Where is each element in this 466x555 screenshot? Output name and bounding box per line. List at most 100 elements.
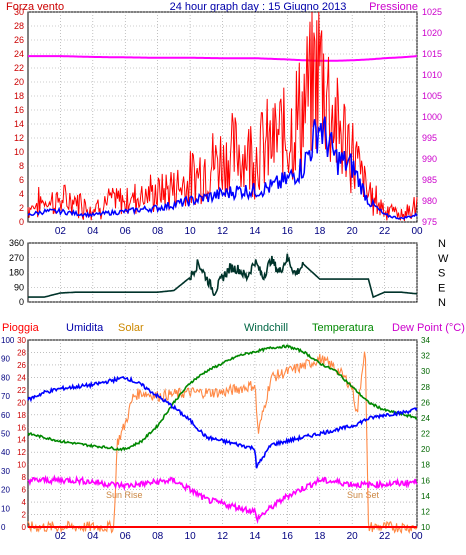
wind-ytick-4: 4 xyxy=(19,189,24,199)
wind-xtick-00: 00 xyxy=(411,226,423,237)
temperature-ytick-12: 12 xyxy=(421,507,430,516)
compass-label-4: N xyxy=(438,297,446,309)
humidity-ytick-22: 22 xyxy=(17,386,26,395)
rain-ytick-70: 70 xyxy=(1,392,10,401)
wind-ytick-22: 22 xyxy=(14,63,24,73)
wind-ytick-6: 6 xyxy=(19,175,24,185)
dewpoint-line xyxy=(27,474,418,525)
temperature-ytick-34: 34 xyxy=(421,336,430,345)
humidity-ytick-0: 0 xyxy=(22,523,27,532)
temperature-ytick-16: 16 xyxy=(421,476,430,485)
humidity-ytick-28: 28 xyxy=(17,348,26,357)
pressure-ytick-1025: 1025 xyxy=(422,7,442,17)
wind-ytick-12: 12 xyxy=(14,133,24,143)
humidity-ytick-14: 14 xyxy=(17,436,26,445)
humidity-ytick-8: 8 xyxy=(22,473,27,482)
wind-ytick-2: 2 xyxy=(19,203,24,213)
wind-ytick-18: 18 xyxy=(14,91,24,101)
rain-ytick-60: 60 xyxy=(1,411,10,420)
wind-xtick-02: 02 xyxy=(55,226,67,237)
humidity-ytick-20: 20 xyxy=(17,398,26,407)
label-dewpoint: Dew Point (°C) xyxy=(392,322,465,334)
top-left-axis-label: Forza vento xyxy=(6,1,64,13)
humidity-ytick-30: 30 xyxy=(17,336,26,345)
rain-ytick-100: 100 xyxy=(1,336,15,345)
climate-xtick-10: 10 xyxy=(185,531,197,542)
rain-ytick-20: 20 xyxy=(1,486,10,495)
wind-ytick-26: 26 xyxy=(14,35,24,45)
climate-xtick-06: 06 xyxy=(120,531,132,542)
rain-ytick-30: 30 xyxy=(1,467,10,476)
humidity-ytick-10: 10 xyxy=(17,461,26,470)
wind-xtick-22: 22 xyxy=(379,226,391,237)
label-windchill: Windchill xyxy=(244,322,288,334)
temperature-ytick-30: 30 xyxy=(421,367,430,376)
wind-xtick-06: 06 xyxy=(120,226,132,237)
wind-xtick-16: 16 xyxy=(282,226,294,237)
direction-ytick-0: 0 xyxy=(19,297,24,307)
solar-line xyxy=(27,351,418,535)
climate-xtick-14: 14 xyxy=(249,531,261,542)
temperature-ytick-32: 32 xyxy=(421,352,430,361)
temperature-line xyxy=(27,344,418,452)
rain-ytick-50: 50 xyxy=(1,430,10,439)
rain-ytick-90: 90 xyxy=(1,355,10,364)
wind-xtick-14: 14 xyxy=(249,226,261,237)
rain-ytick-80: 80 xyxy=(1,373,10,382)
climate-xtick-04: 04 xyxy=(87,531,99,542)
compass-label-2: S xyxy=(438,268,445,280)
wind-ytick-0: 0 xyxy=(19,217,24,227)
label-humidity: Umidita xyxy=(66,322,104,334)
compass-label-0: N xyxy=(438,238,446,250)
pressure-ytick-975: 975 xyxy=(422,217,437,227)
pressure-ytick-995: 995 xyxy=(422,133,437,143)
climate-xtick-16: 16 xyxy=(282,531,294,542)
pressure-ytick-990: 990 xyxy=(422,154,437,164)
temperature-ytick-14: 14 xyxy=(421,492,430,501)
humidity-ytick-18: 18 xyxy=(17,411,26,420)
direction-ytick-270: 270 xyxy=(9,253,24,263)
temperature-ytick-20: 20 xyxy=(421,445,430,454)
pressure-ytick-1000: 1000 xyxy=(422,112,442,122)
wind-xtick-04: 04 xyxy=(87,226,99,237)
pressure-ytick-1010: 1010 xyxy=(422,70,442,80)
wind-ytick-16: 16 xyxy=(14,105,24,115)
climate-xtick-02: 02 xyxy=(55,531,67,542)
wind-ytick-30: 30 xyxy=(14,7,24,17)
label-solar: Solar xyxy=(118,322,144,334)
humidity-ytick-2: 2 xyxy=(22,511,27,520)
wind-direction-line xyxy=(28,253,418,299)
humidity-ytick-24: 24 xyxy=(17,373,26,382)
wind-xtick-08: 08 xyxy=(152,226,164,237)
wind-xtick-20: 20 xyxy=(347,226,359,237)
wind-line xyxy=(27,116,418,220)
compass-label-1: W xyxy=(438,253,449,265)
pressure-ytick-985: 985 xyxy=(422,175,437,185)
temperature-ytick-28: 28 xyxy=(421,383,430,392)
annotation-sunset: Sun Set xyxy=(347,490,380,500)
temperature-ytick-10: 10 xyxy=(421,523,430,532)
wind-ytick-28: 28 xyxy=(14,21,24,31)
pressure-line xyxy=(28,55,418,62)
wind-xtick-12: 12 xyxy=(217,226,229,237)
rain-ytick-40: 40 xyxy=(1,448,10,457)
direction-ytick-360: 360 xyxy=(9,238,24,248)
temperature-ytick-18: 18 xyxy=(421,461,430,470)
humidity-line xyxy=(27,375,418,469)
climate-xtick-12: 12 xyxy=(217,531,229,542)
climate-xtick-00: 00 xyxy=(411,531,423,542)
temperature-ytick-24: 24 xyxy=(421,414,430,423)
wind-xtick-10: 10 xyxy=(185,226,197,237)
wind-xtick-18: 18 xyxy=(314,226,326,237)
wind-ytick-14: 14 xyxy=(14,119,24,129)
pressure-ytick-1020: 1020 xyxy=(422,28,442,38)
label-rain: Pioggia xyxy=(2,322,40,334)
pressure-ytick-980: 980 xyxy=(422,196,437,206)
temperature-ytick-22: 22 xyxy=(421,430,430,439)
climate-xtick-22: 22 xyxy=(379,531,391,542)
climate-xtick-20: 20 xyxy=(347,531,359,542)
wind-ytick-8: 8 xyxy=(19,161,24,171)
humidity-ytick-26: 26 xyxy=(17,361,26,370)
rain-ytick-10: 10 xyxy=(1,504,10,513)
